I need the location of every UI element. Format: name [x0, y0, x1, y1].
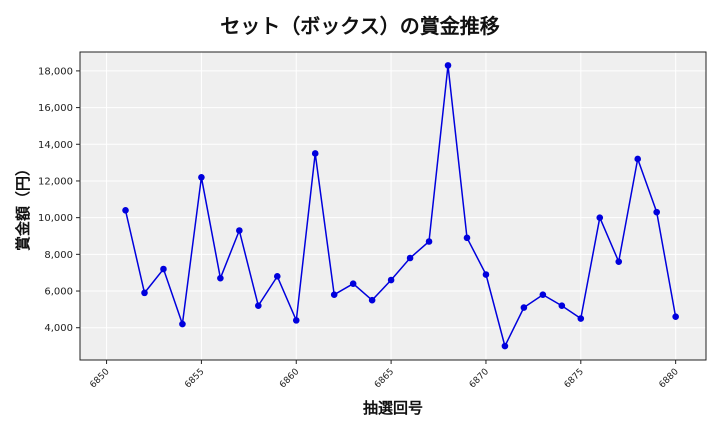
data-line [124, 65, 677, 349]
x-tick-label: 6865 [373, 367, 396, 390]
data-point-marker [217, 274, 224, 282]
y-tick-label: 16,000 [38, 103, 73, 114]
x-tick-label: 6870 [468, 367, 491, 390]
plot-area [80, 52, 706, 360]
data-point-marker [292, 317, 300, 324]
data-point-marker [539, 291, 547, 298]
series-line [122, 62, 679, 350]
data-point-marker [520, 304, 528, 311]
data-point-marker [368, 296, 376, 304]
y-tick-label: 14,000 [38, 140, 73, 151]
data-point-marker [482, 271, 490, 278]
data-point-marker [444, 62, 452, 69]
data-point-marker [558, 302, 566, 310]
data-point-marker [387, 276, 395, 284]
y-axis: 4,000 6,000 8,000 10,000 12,000 14,000 16,000 1… [38, 66, 80, 334]
y-tick-label: 12,000 [38, 176, 73, 187]
data-point-marker [349, 280, 357, 287]
y-tick-label: 8,000 [44, 250, 73, 261]
grid-lines [80, 52, 706, 360]
x-tick-label: 6860 [278, 367, 301, 390]
data-point-marker [255, 302, 262, 310]
data-point-marker [634, 155, 642, 163]
data-point-marker [672, 313, 679, 321]
y-axis-label: 賞金額（円） [14, 161, 32, 251]
data-point-marker [141, 289, 148, 297]
data-point-marker [160, 265, 167, 273]
y-tick-label: 6,000 [44, 287, 73, 298]
x-tick-label: 6850 [88, 367, 111, 390]
chart-title: セット（ボックス）の賞金推移 [220, 14, 500, 38]
data-point-marker [273, 273, 281, 280]
data-point-marker [122, 207, 129, 214]
data-point-marker [198, 173, 205, 181]
data-point-marker [615, 258, 623, 265]
x-tick-label: 6855 [183, 367, 206, 390]
data-point-marker [463, 234, 471, 242]
x-tick-label: 6875 [563, 367, 586, 390]
y-tick-label: 18,000 [38, 66, 73, 77]
data-point-marker [501, 342, 509, 350]
data-point-marker [653, 208, 660, 216]
y-tick-label: 10,000 [38, 213, 73, 224]
x-axis-label: 抽選回号 [363, 399, 423, 417]
data-point-marker [179, 320, 186, 328]
x-axis: 6850 6855 6860 6865 6870 6875 6880 [88, 360, 681, 390]
data-point-marker [596, 214, 604, 221]
y-tick-label: 4,000 [44, 323, 73, 334]
data-point-marker [311, 150, 319, 157]
data-point-marker [330, 291, 338, 298]
data-point-marker [577, 315, 585, 322]
data-point-marker [236, 227, 243, 234]
data-point-marker [406, 254, 414, 262]
data-point-marker [425, 238, 433, 245]
x-tick-label: 6880 [658, 367, 681, 390]
plot-frame [79, 51, 707, 361]
